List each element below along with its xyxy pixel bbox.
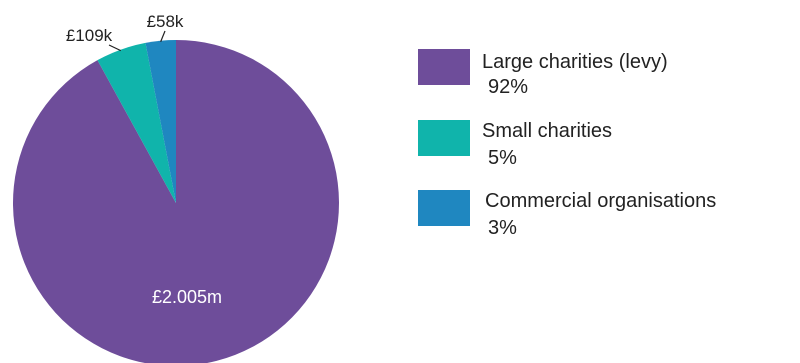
pie-slices <box>13 40 339 363</box>
legend-swatch-large-charities-levy <box>418 49 470 85</box>
legend-percent-small-charities: 5% <box>488 147 517 169</box>
leader-line-commercial-organisations <box>160 30 166 42</box>
pie-slice-small-charities <box>97 42 176 203</box>
legend-item-large-charities-levy: Large charities (levy) 92% <box>418 49 668 98</box>
legend-percent-commercial-organisations: 3% <box>488 217 517 239</box>
leader-line-small-charities <box>108 44 122 52</box>
slice-value-label-small-charities: £109k <box>66 26 113 45</box>
legend-label-commercial-organisations: Commercial organisations <box>485 190 716 212</box>
legend-percent-large-charities-levy: 92% <box>488 76 528 98</box>
legend-item-small-charities: Small charities 5% <box>418 120 612 169</box>
slice-value-label-large-charities-levy: £2.005m <box>152 287 222 307</box>
legend-swatch-commercial-organisations <box>418 190 470 226</box>
slice-value-label-commercial-organisations: £58k <box>147 12 184 31</box>
legend-item-commercial-organisations: Commercial organisations 3% <box>418 190 716 239</box>
pie-slice-commercial-organisations <box>145 40 176 203</box>
legend-swatch-small-charities <box>418 120 470 156</box>
slice-leader-lines <box>108 30 166 52</box>
slice-labels: £2.005m £109k £58k <box>66 12 222 307</box>
legend-label-small-charities: Small charities <box>482 120 612 142</box>
legend: Large charities (levy) 92% Small charities… <box>418 49 716 239</box>
legend-label-large-charities-levy: Large charities (levy) <box>482 51 668 73</box>
pie-slice-large-charities-levy <box>13 40 339 363</box>
